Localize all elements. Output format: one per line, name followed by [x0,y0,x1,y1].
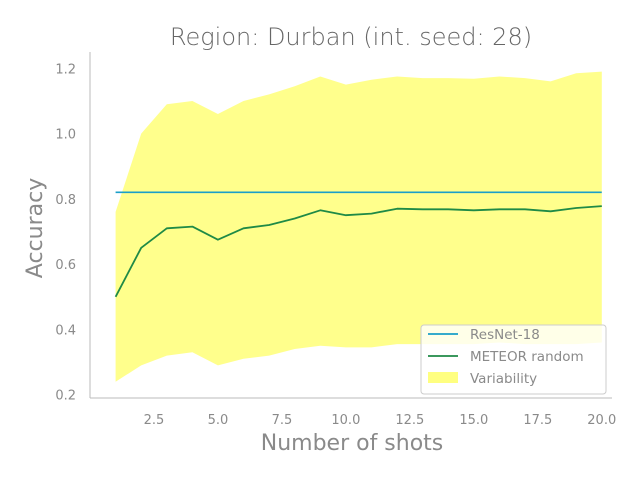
x-tick-label: 2.5 [144,413,165,428]
legend-label-meteor: METEOR random [470,349,584,365]
meteor-random-line [114,205,602,298]
x-tick-labels: 2.5 5.0 7.5 10.0 12.5 15.0 17.5 20.0 [144,413,617,428]
y-tick-label: 1.0 [55,128,76,143]
y-tick-label: 0.6 [55,258,76,273]
y-axis-label: Accuracy [23,178,48,278]
variability-band-layer [115,71,602,382]
x-axis-label: Number of shots [261,431,444,456]
x-tick-label: 15.0 [459,413,488,428]
y-tick-labels: 0.2 0.4 0.6 0.8 1.0 1.2 [55,62,76,403]
x-tick-label: 10.0 [331,413,360,428]
x-tick-label: 7.5 [272,413,293,428]
series-line-layer [114,191,602,298]
legend-label-variability: Variability [470,371,537,387]
chart-title: Region: Durban (int. seed: 28) [170,23,532,51]
legend: ResNet-18 METEOR random Variability [420,324,607,395]
legend-swatch-variability [428,372,458,383]
legend-box [420,324,607,395]
legend-label-resnet: ResNet-18 [470,327,540,343]
x-tick-label: 17.5 [523,413,552,428]
y-tick-label: 0.8 [55,193,76,208]
x-tick-label: 5.0 [208,413,229,428]
x-tick-label: 12.5 [395,413,424,428]
y-tick-label: 1.2 [55,62,76,77]
x-tick-label: 20.0 [587,413,616,428]
y-tick-label: 0.4 [55,323,76,338]
y-tick-label: 0.2 [55,389,76,404]
variability-band [115,71,602,382]
